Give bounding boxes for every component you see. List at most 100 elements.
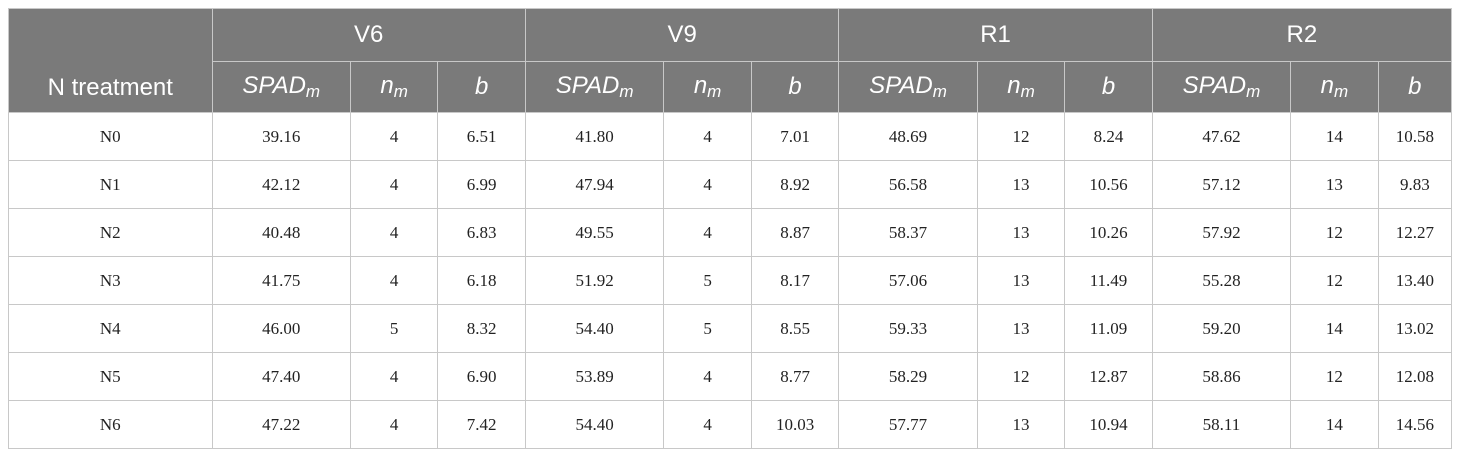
param-header-main: b	[1101, 73, 1116, 100]
value-cell: 8.17	[750, 256, 840, 305]
param-header-subscript: m	[1333, 82, 1349, 101]
value-cell: 11.09	[1064, 304, 1153, 353]
value-cell: 4	[349, 256, 439, 305]
treatment-cell: N6	[8, 400, 213, 449]
value-cell: 13.40	[1377, 256, 1453, 305]
param-header-b-v9: b	[750, 61, 840, 113]
value-cell: 47.40	[211, 352, 351, 401]
value-cell: 4	[663, 208, 752, 257]
value-cell: 6.90	[437, 352, 526, 401]
value-cell: 10.26	[1064, 208, 1153, 257]
value-cell: 58.86	[1151, 352, 1292, 401]
param-header-main: SPAD	[555, 72, 620, 99]
value-cell: 13.02	[1377, 304, 1453, 353]
value-cell: 51.92	[524, 256, 665, 305]
param-header-main: b	[474, 73, 489, 100]
value-cell: 8.87	[750, 208, 840, 257]
treatment-cell: N0	[8, 112, 213, 161]
value-cell: 55.28	[1151, 256, 1292, 305]
value-cell: 4	[663, 112, 752, 161]
param-header-subscript: m	[1020, 82, 1035, 101]
value-cell: 47.22	[211, 400, 351, 449]
value-cell: 12.87	[1064, 352, 1153, 401]
value-cell: 5	[663, 304, 752, 353]
table-row: N5 47.40 4 6.90 53.89 4 8.77 58.29 12 12.87 58.86 1…	[8, 352, 1453, 401]
value-cell: 4	[349, 160, 439, 209]
table-row: N2 40.48 4 6.83 49.55 4 8.87 58.37 13 10.26 57.92 1…	[8, 208, 1453, 257]
value-cell: 57.77	[838, 400, 978, 449]
value-cell: 13	[976, 400, 1066, 449]
param-header-b-v6: b	[437, 61, 526, 113]
n-treatment-table: N treatment V6 V9 R1 R2 SPADm nm b SPADm nm b…	[8, 8, 1453, 449]
table-row: N0 39.16 4 6.51 41.80 4 7.01 48.69 12 8.24 47.62 14…	[8, 112, 1453, 161]
param-header-main: n	[380, 72, 394, 99]
value-cell: 59.33	[838, 304, 978, 353]
value-cell: 41.80	[524, 112, 665, 161]
value-cell: 4	[349, 208, 439, 257]
param-header-main: b	[788, 73, 802, 100]
value-cell: 7.42	[437, 400, 526, 449]
value-cell: 12.08	[1377, 352, 1453, 401]
value-cell: 12	[1290, 256, 1379, 305]
treatment-cell: N3	[8, 256, 213, 305]
param-header-main: n	[693, 72, 708, 99]
value-cell: 12	[1290, 352, 1379, 401]
param-header-main: b	[1408, 73, 1422, 100]
param-header-nm-v9: nm	[663, 61, 752, 113]
parameter-header-row: SPADm nm b SPADm nm b SPADm nm b SPADm nm b	[9, 61, 1453, 113]
table-row: N6 47.22 4 7.42 54.40 4 10.03 57.77 13 10.94 58.11…	[8, 400, 1453, 449]
value-cell: 6.18	[437, 256, 526, 305]
value-cell: 6.99	[437, 160, 526, 209]
value-cell: 58.11	[1151, 400, 1292, 449]
treatment-cell: N1	[8, 160, 213, 209]
param-header-main: SPAD	[242, 72, 306, 99]
value-cell: 58.29	[838, 352, 978, 401]
value-cell: 12.27	[1377, 208, 1453, 257]
value-cell: 5	[349, 304, 439, 353]
stage-header-row: N treatment V6 V9 R1 R2	[8, 8, 1453, 113]
param-header-spadm-v6: SPADm	[211, 61, 351, 113]
param-header-nm-r2: nm	[1290, 61, 1379, 113]
value-cell: 56.58	[838, 160, 978, 209]
value-cell: 13	[976, 208, 1066, 257]
param-header-subscript: m	[393, 82, 408, 101]
value-cell: 8.24	[1064, 112, 1153, 161]
value-cell: 13	[976, 160, 1066, 209]
param-header-main: n	[1007, 72, 1021, 99]
param-header-nm-v6: nm	[349, 61, 439, 113]
value-cell: 7.01	[750, 112, 840, 161]
value-cell: 14	[1290, 304, 1379, 353]
value-cell: 47.94	[524, 160, 665, 209]
value-cell: 14	[1290, 112, 1379, 161]
value-cell: 8.92	[750, 160, 840, 209]
value-cell: 42.12	[211, 160, 351, 209]
value-cell: 9.83	[1377, 160, 1453, 209]
value-cell: 10.03	[750, 400, 840, 449]
value-cell: 14	[1290, 400, 1379, 449]
value-cell: 4	[349, 112, 439, 161]
value-cell: 10.56	[1064, 160, 1153, 209]
value-cell: 4	[349, 352, 439, 401]
n-treatment-header: N treatment	[8, 8, 213, 113]
value-cell: 6.83	[437, 208, 526, 257]
table-row: N1 42.12 4 6.99 47.94 4 8.92 56.58 13 10.56 57.12 1…	[8, 160, 1453, 209]
value-cell: 14.56	[1377, 400, 1453, 449]
param-header-spadm-r1: SPADm	[838, 61, 978, 113]
stage-header-r1: R1	[838, 8, 1153, 62]
data-table-container: N treatment V6 V9 R1 R2 SPADm nm b SPADm nm b…	[8, 8, 1453, 449]
param-header-main: SPAD	[869, 72, 933, 99]
value-cell: 54.40	[524, 304, 665, 353]
value-cell: 4	[663, 400, 752, 449]
param-header-b-r1: b	[1064, 61, 1153, 113]
value-cell: 39.16	[211, 112, 351, 161]
value-cell: 53.89	[524, 352, 665, 401]
treatment-cell: N5	[8, 352, 213, 401]
value-cell: 4	[349, 400, 439, 449]
value-cell: 57.06	[838, 256, 978, 305]
stage-header-v6: V6	[211, 8, 526, 62]
value-cell: 47.62	[1151, 112, 1292, 161]
value-cell: 10.94	[1064, 400, 1153, 449]
param-header-spadm-r2: SPADm	[1151, 61, 1292, 113]
param-header-subscript: m	[707, 82, 722, 101]
value-cell: 12	[976, 352, 1066, 401]
